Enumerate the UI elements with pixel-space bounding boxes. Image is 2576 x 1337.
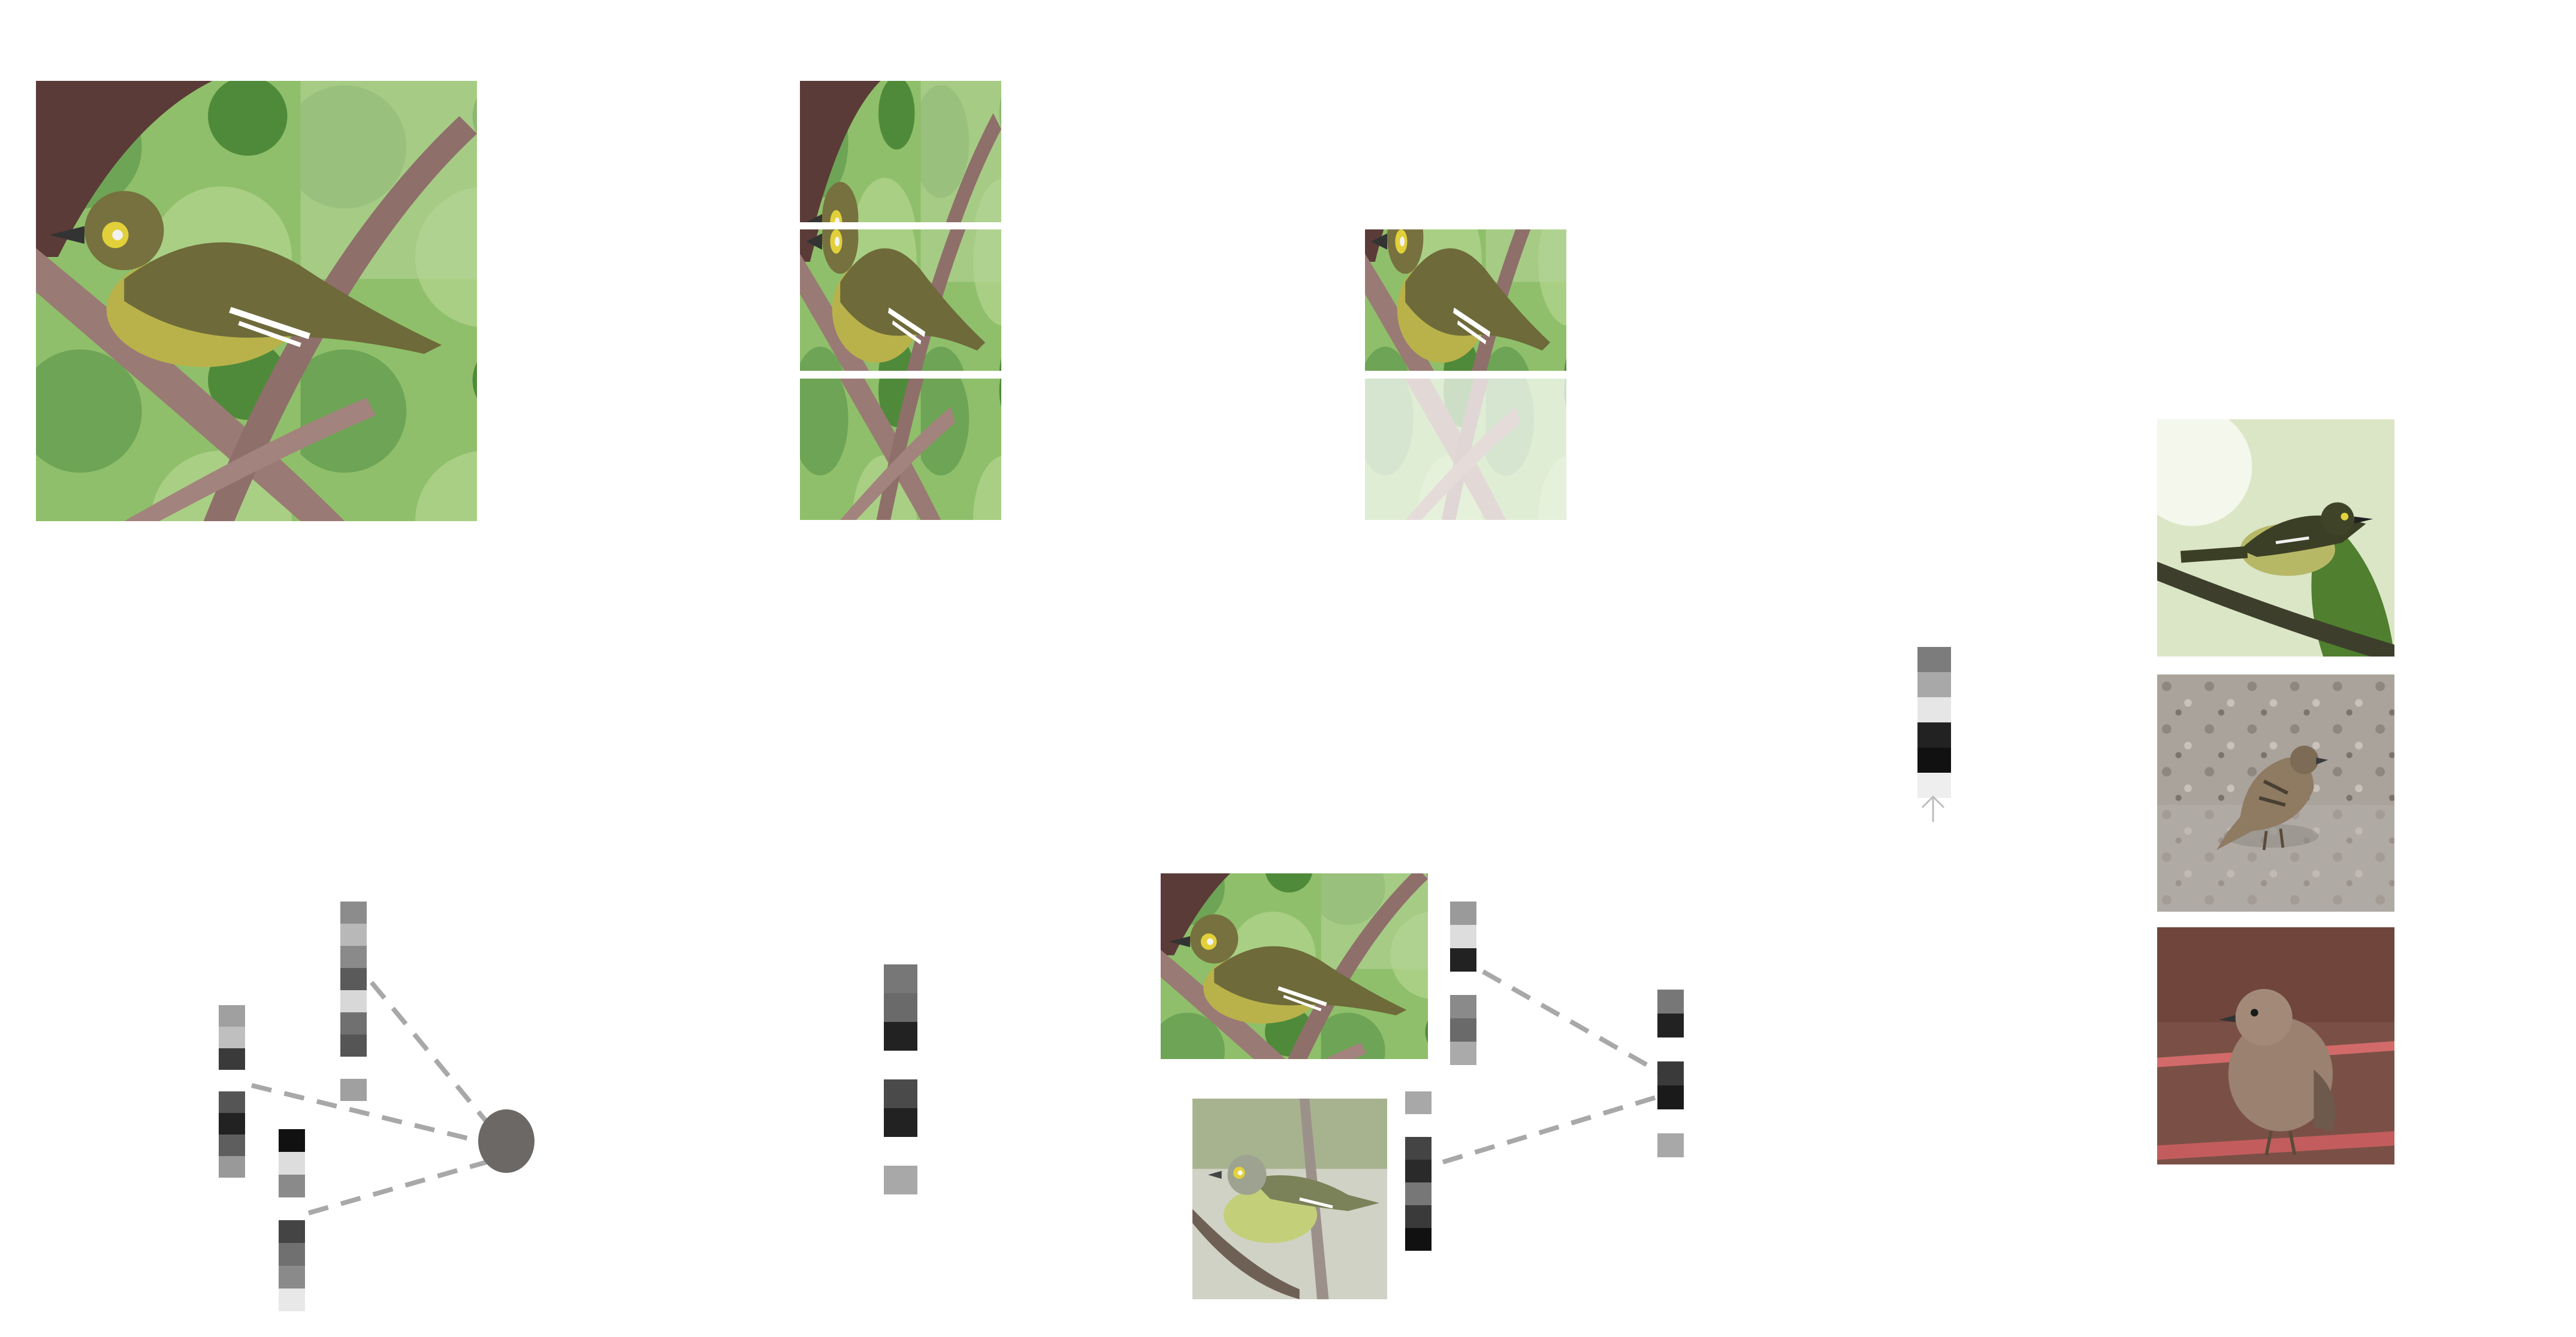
pair-image-a [1161, 846, 1428, 1119]
dashed-link [1442, 1094, 1661, 1164]
feature-cell [884, 1051, 917, 1079]
aggregation-vector [279, 1129, 305, 1311]
aggregation-group [219, 902, 534, 1311]
dashed-link [251, 1083, 480, 1144]
feature-cell [1917, 647, 1951, 672]
result-sparrow [2157, 674, 2394, 912]
feature-cell [340, 902, 367, 924]
aggregation-vector [219, 1005, 245, 1178]
feature-cell [340, 946, 367, 968]
pair-group [1161, 846, 1684, 1299]
feature-cell [219, 1135, 245, 1156]
feature-cell [279, 1129, 305, 1152]
feature-cell [340, 1034, 367, 1057]
masked-crops [1365, 100, 1566, 520]
feature-cell [279, 1197, 305, 1220]
feature-cell [219, 1005, 245, 1027]
feature-cell [884, 1022, 917, 1051]
feature-cell [1450, 972, 1476, 995]
feature-cell [279, 1266, 305, 1288]
input-image [36, 81, 477, 521]
result-wren [2157, 927, 2394, 1164]
dashed-link [307, 1160, 488, 1215]
feature-cell [1657, 1061, 1684, 1085]
feature-cell [1657, 1014, 1684, 1037]
feature-cell [1405, 1182, 1432, 1205]
feature-cell [1405, 1205, 1432, 1228]
crop-stack [800, 81, 1001, 520]
feature-cell [340, 1079, 367, 1101]
query-feature-vector [1917, 647, 1951, 798]
feature-cell [1657, 1133, 1684, 1157]
feature-cell [1405, 1137, 1432, 1160]
result-vireo [2133, 407, 2394, 657]
retrieval-results [2133, 407, 2394, 1164]
feature-cell [884, 1079, 917, 1108]
feature-cell [1450, 995, 1476, 1018]
feature-cell [219, 1091, 245, 1113]
feature-cell [219, 1113, 245, 1135]
pair-image-b [1192, 1099, 1387, 1299]
feature-cell [1917, 697, 1951, 722]
feature-cell [884, 1108, 917, 1137]
feature-cell [884, 1137, 917, 1166]
feature-cell [1450, 1018, 1476, 1042]
query-arrow-icon [1921, 795, 1945, 822]
feature-cell [219, 1070, 245, 1091]
pair-b-feature-vector [1405, 1091, 1432, 1251]
feature-cell [1450, 902, 1476, 925]
pair-a-feature-vector [1450, 902, 1476, 1065]
dashed-link [369, 981, 493, 1128]
feature-cell [219, 1156, 245, 1178]
feature-cell [884, 964, 917, 993]
pair-target-feature-vector [1657, 990, 1684, 1157]
feature-cell [340, 1057, 367, 1079]
feature-cell [1917, 773, 1951, 798]
feature-cell [1450, 948, 1476, 972]
feature-cell [1450, 1042, 1476, 1065]
aggregation-node [478, 1109, 534, 1173]
feature-cell [279, 1288, 305, 1311]
feature-cell [884, 993, 917, 1022]
feature-cell [219, 1048, 245, 1070]
feature-cell [1405, 1228, 1432, 1251]
dashed-link [1482, 969, 1661, 1075]
feature-cell [279, 1175, 305, 1197]
center-feature-vector [884, 964, 917, 1194]
aggregation-vector [340, 902, 367, 1101]
feature-cell [1405, 1091, 1432, 1114]
feature-cell [279, 1220, 305, 1243]
feature-cell [1405, 1160, 1432, 1182]
feature-cell [1657, 1037, 1684, 1061]
feature-cell [1657, 990, 1684, 1014]
feature-cell [340, 968, 367, 990]
feature-cell [340, 990, 367, 1012]
feature-cell [1405, 1114, 1432, 1137]
feature-cell [1657, 1085, 1684, 1109]
feature-cell [884, 1166, 917, 1194]
feature-cell [279, 1152, 305, 1175]
feature-cell [1917, 672, 1951, 697]
feature-cell [279, 1243, 305, 1266]
feature-cell [340, 1012, 367, 1034]
feature-cell [1450, 925, 1476, 948]
feature-cell [340, 924, 367, 946]
feature-cell [1917, 722, 1951, 748]
feature-cell [1657, 1109, 1684, 1133]
feature-cell [1917, 748, 1951, 773]
feature-cell [219, 1027, 245, 1048]
